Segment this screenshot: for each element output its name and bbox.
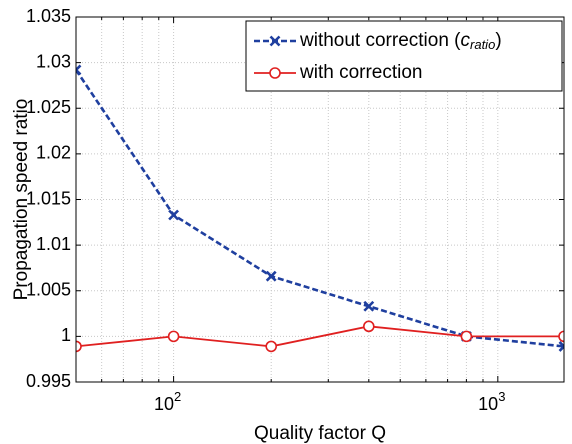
- x-marker-stroke: [363, 300, 375, 312]
- y-tick-label: 1.005: [26, 280, 71, 300]
- x-marker-stroke: [558, 344, 564, 352]
- x-axis-title: Quality factor Q: [254, 423, 386, 444]
- x-marker-stroke: [76, 68, 82, 76]
- x-marker-stroke: [76, 64, 82, 72]
- data-point-with-correction: [362, 320, 375, 333]
- data-point-with-correction: [265, 340, 278, 353]
- x-axis-ticks: 102 103: [75, 17, 505, 414]
- y-tick-label: 1.015: [26, 188, 71, 208]
- x-tick-exponent: 2: [174, 389, 181, 404]
- legend-label-without-correction: without correction (cratio): [299, 30, 502, 52]
- data-point-with-correction: [460, 330, 473, 343]
- legend-label-with-correction: with correction: [299, 62, 423, 83]
- y-tick-label: 1.02: [36, 143, 71, 163]
- plot-frame: [75, 16, 565, 383]
- legend-circle-marker: [269, 67, 281, 79]
- y-tick-label: 1.025: [26, 97, 71, 117]
- data-point-without-correction: [363, 300, 375, 312]
- x-marker-stroke: [168, 209, 180, 221]
- x-marker-stroke: [265, 270, 277, 282]
- series-layer: [76, 64, 564, 353]
- x-tick-base: 10: [478, 394, 498, 414]
- y-axis-title: Propagation speed ratio: [11, 99, 32, 301]
- data-point-with-correction: [167, 330, 180, 343]
- y-tick-label: 1.035: [26, 6, 71, 26]
- legend: without correction (cratio) with correct…: [245, 20, 563, 92]
- legend-label-suffix: ): [495, 30, 501, 51]
- y-axis-ticks: 0.995 1 1.005 1.01 1.015 1.02 1.025 1.03 1.035: [26, 6, 564, 391]
- x-tick-base: 10: [154, 394, 174, 414]
- x-tick-label: 103: [478, 389, 505, 414]
- legend-label-math: c: [461, 30, 471, 51]
- legend-x-marker: [269, 35, 281, 47]
- legend-label-math-sub: ratio: [470, 37, 495, 52]
- x-marker-stroke: [558, 340, 564, 349]
- y-tick-label: 1.01: [36, 234, 71, 254]
- x-tick-label: 102: [154, 389, 181, 414]
- legend-label-text: without correction (: [299, 30, 461, 51]
- data-point-with-correction: [558, 330, 564, 343]
- legend-circle-marker-icon: [269, 67, 281, 79]
- data-point-without-correction: [168, 209, 180, 221]
- data-point-with-correction: [76, 340, 82, 353]
- series-line-without-correction: [76, 69, 564, 348]
- y-tick-label: 0.995: [26, 371, 71, 391]
- legend-box: [245, 20, 563, 92]
- y-tick-label: 1.03: [36, 51, 71, 71]
- legend-entry-with-correction: with correction: [254, 62, 423, 83]
- data-point-without-correction: [558, 340, 564, 352]
- data-point-without-correction: [76, 64, 82, 76]
- legend-x-marker-icon: [269, 35, 281, 47]
- series-line-with-correction: [76, 325, 564, 348]
- data-point-without-correction: [265, 270, 277, 282]
- legend-entry-without-correction: without correction (cratio): [254, 30, 502, 52]
- x-tick-exponent: 3: [498, 389, 505, 404]
- x-marker-stroke: [269, 35, 281, 47]
- y-tick-label: 1: [61, 325, 71, 345]
